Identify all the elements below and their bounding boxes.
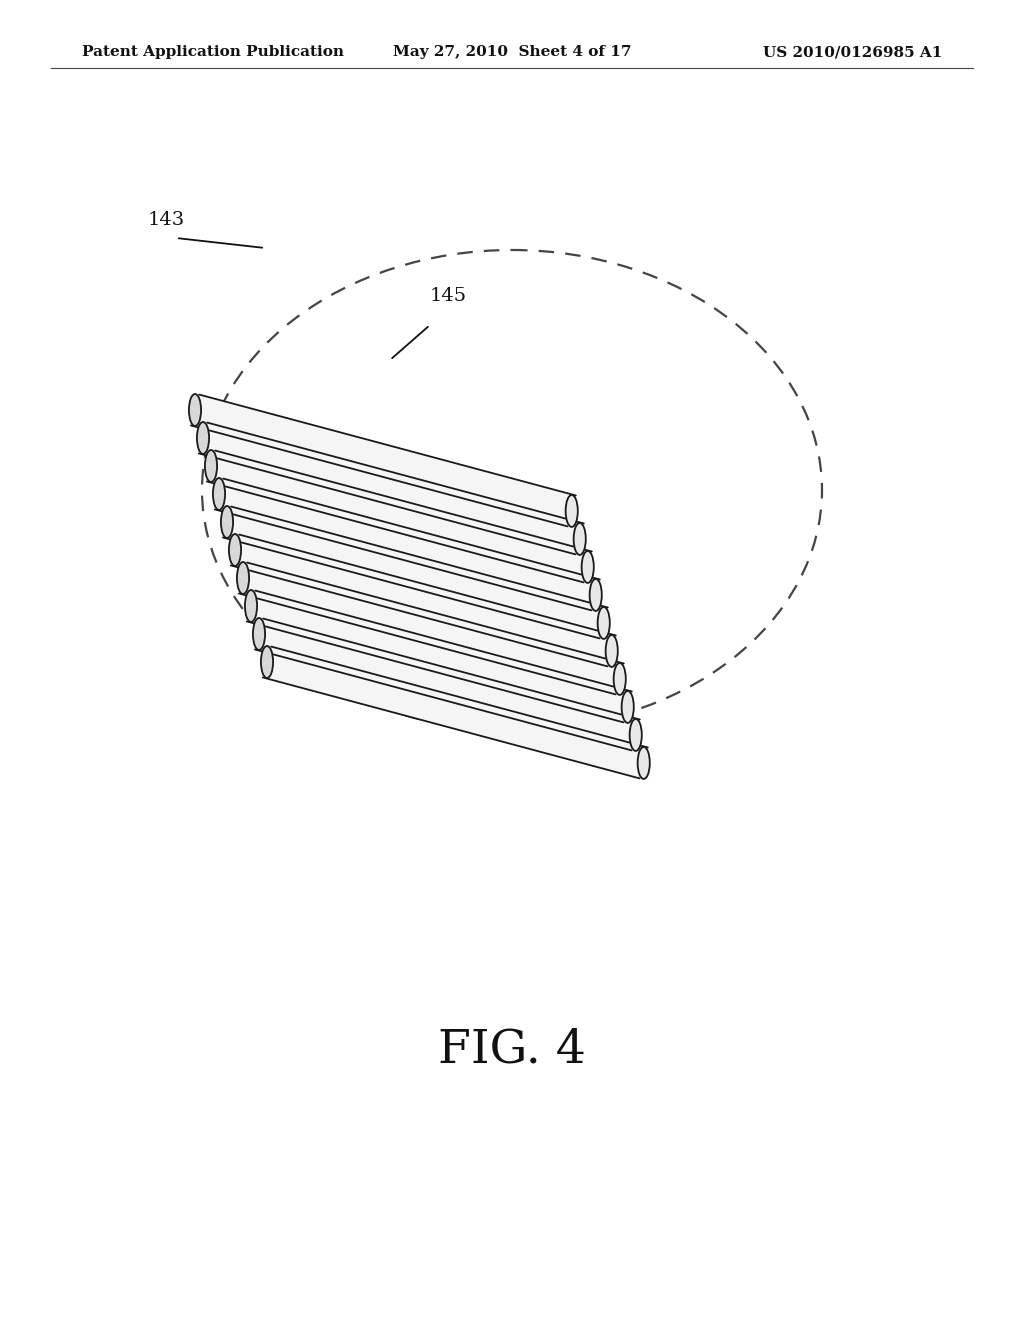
Polygon shape: [239, 562, 624, 694]
Polygon shape: [199, 422, 584, 554]
Polygon shape: [247, 590, 632, 722]
Ellipse shape: [188, 393, 201, 426]
Text: 145: 145: [430, 286, 467, 305]
Ellipse shape: [261, 645, 273, 678]
Ellipse shape: [605, 635, 617, 667]
Ellipse shape: [565, 495, 578, 527]
Ellipse shape: [590, 579, 602, 611]
Text: May 27, 2010  Sheet 4 of 17: May 27, 2010 Sheet 4 of 17: [393, 45, 631, 59]
Polygon shape: [263, 647, 648, 779]
Ellipse shape: [638, 747, 650, 779]
Ellipse shape: [221, 506, 233, 539]
Ellipse shape: [598, 607, 609, 639]
Text: FIG. 4: FIG. 4: [438, 1027, 586, 1073]
Polygon shape: [215, 479, 600, 610]
Polygon shape: [255, 619, 640, 750]
Ellipse shape: [573, 523, 586, 554]
Ellipse shape: [622, 690, 634, 723]
Ellipse shape: [245, 590, 257, 622]
Text: Patent Application Publication: Patent Application Publication: [82, 45, 344, 59]
Polygon shape: [230, 535, 615, 667]
Text: 143: 143: [148, 211, 185, 228]
Polygon shape: [207, 450, 592, 582]
Ellipse shape: [213, 478, 225, 510]
Ellipse shape: [197, 422, 209, 454]
Ellipse shape: [237, 562, 249, 594]
Polygon shape: [223, 507, 608, 639]
Text: US 2010/0126985 A1: US 2010/0126985 A1: [763, 45, 942, 59]
Ellipse shape: [229, 535, 241, 566]
Ellipse shape: [613, 663, 626, 694]
Polygon shape: [190, 395, 575, 527]
Ellipse shape: [253, 618, 265, 649]
Ellipse shape: [582, 550, 594, 583]
Ellipse shape: [630, 719, 642, 751]
Ellipse shape: [205, 450, 217, 482]
